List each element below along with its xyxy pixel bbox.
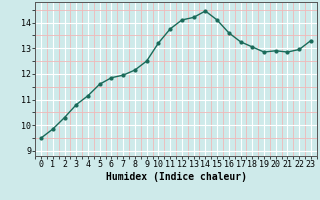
X-axis label: Humidex (Indice chaleur): Humidex (Indice chaleur) xyxy=(106,172,246,182)
